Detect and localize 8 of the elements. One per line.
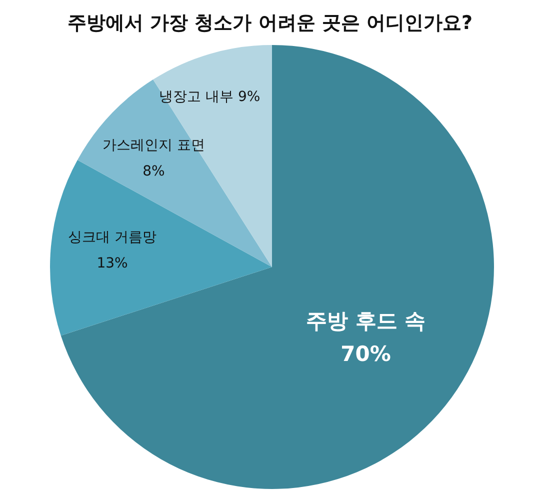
slice-label: 주방 후드 속 bbox=[306, 308, 426, 333]
slice-label: 싱크대 거름망 bbox=[68, 229, 157, 246]
data-label: 13% bbox=[96, 255, 128, 272]
data-label: 8% bbox=[142, 164, 165, 180]
slice-label: 냉장고 내부 9% bbox=[159, 88, 260, 105]
data-label: 70% bbox=[340, 342, 391, 366]
chart-title: 주방에서 가장 청소가 어려운 곳은 어디인가요? bbox=[66, 11, 474, 36]
slice-label: 가스레인지 표면 bbox=[102, 138, 205, 154]
